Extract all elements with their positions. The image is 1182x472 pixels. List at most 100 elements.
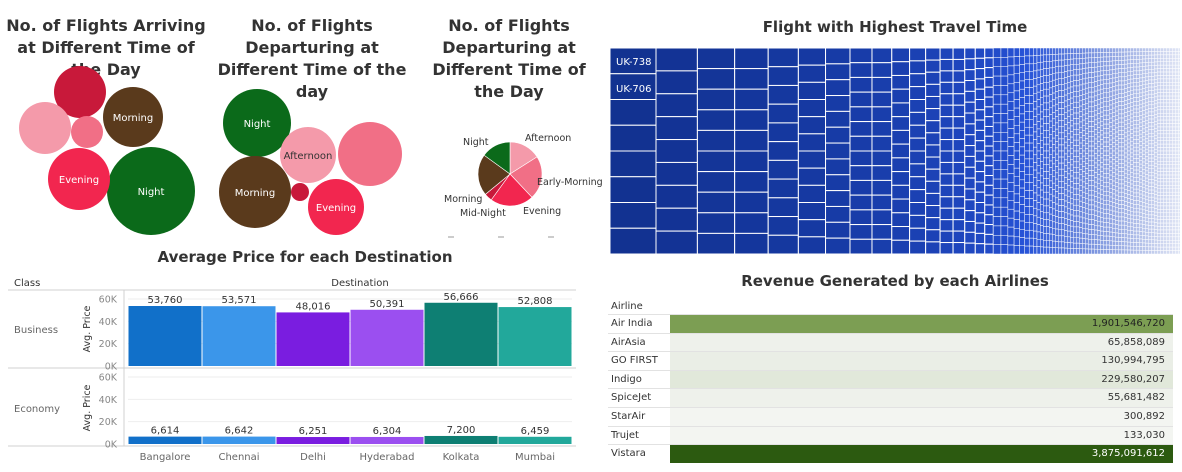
treemap-cell[interactable]: [1055, 228, 1059, 236]
treemap-cell[interactable]: [1166, 75, 1170, 80]
treemap-cell[interactable]: [1115, 89, 1119, 95]
treemap-cell[interactable]: [1145, 145, 1149, 150]
treemap-cell[interactable]: [891, 129, 911, 145]
treemap-cell[interactable]: [1067, 162, 1071, 169]
treemap-cell[interactable]: [1133, 97, 1137, 102]
treemap-cell[interactable]: [1139, 220, 1143, 225]
treemap-cell[interactable]: [1040, 76, 1044, 84]
treemap-cell[interactable]: [1073, 204, 1077, 211]
treemap-cell[interactable]: [1070, 81, 1074, 88]
treemap-cell[interactable]: [1112, 116, 1116, 122]
treemap-cell[interactable]: [1148, 101, 1152, 106]
treemap-cell[interactable]: [1139, 227, 1143, 232]
treemap-cell[interactable]: [1040, 54, 1044, 63]
treemap-cell[interactable]: [1163, 164, 1167, 169]
treemap-cell[interactable]: [1097, 211, 1101, 217]
treemap-cell[interactable]: [1166, 164, 1170, 169]
treemap-cell[interactable]: [1154, 159, 1158, 164]
treemap-cell[interactable]: [1172, 236, 1176, 241]
treemap-cell[interactable]: [1058, 108, 1062, 115]
treemap-cell[interactable]: [1097, 52, 1101, 58]
treemap-cell[interactable]: [1028, 48, 1034, 57]
treemap-cell[interactable]: [1145, 134, 1149, 139]
treemap-cell[interactable]: [1160, 54, 1164, 59]
treemap-cell[interactable]: [1070, 120, 1074, 127]
treemap-cell[interactable]: [1079, 132, 1083, 139]
treemap-cell[interactable]: [1163, 106, 1167, 111]
treemap-cell[interactable]: [1088, 57, 1092, 63]
treemap-cell[interactable]: [1151, 65, 1155, 70]
treemap-cell[interactable]: [1052, 144, 1056, 152]
treemap-cell[interactable]: [1163, 61, 1167, 66]
treemap-cell[interactable]: [1082, 73, 1086, 80]
treemap-cell[interactable]: [1100, 212, 1104, 218]
treemap-cell[interactable]: [1166, 174, 1170, 179]
treemap-cell[interactable]: [1085, 72, 1089, 79]
treemap-cell[interactable]: [1100, 189, 1104, 195]
treemap-cell[interactable]: [1024, 190, 1030, 199]
treemap-cell[interactable]: [1160, 133, 1164, 138]
treemap-cell[interactable]: [1142, 183, 1146, 189]
treemap-cell[interactable]: [1046, 157, 1050, 165]
treemap-cell[interactable]: [1130, 191, 1134, 196]
treemap-cell[interactable]: [1100, 185, 1104, 191]
treemap-cell[interactable]: [1082, 186, 1086, 193]
treemap-cell[interactable]: [1082, 228, 1086, 234]
treemap-cell[interactable]: [1085, 128, 1089, 134]
treemap-cell[interactable]: [1064, 59, 1068, 66]
treemap-cell[interactable]: [1136, 207, 1140, 213]
treemap-cell[interactable]: [1136, 48, 1140, 53]
treemap-cell[interactable]: [1166, 147, 1170, 152]
treemap-cell[interactable]: [1082, 52, 1086, 59]
treemap-cell[interactable]: [1079, 190, 1083, 197]
treemap-cell[interactable]: [1064, 88, 1068, 96]
treemap-cell[interactable]: [964, 210, 976, 222]
treemap-cell[interactable]: [1049, 187, 1053, 195]
treemap-cell[interactable]: [1166, 171, 1170, 176]
treemap-cell[interactable]: [1061, 108, 1065, 115]
treemap-cell[interactable]: [1148, 221, 1152, 226]
treemap-cell[interactable]: [1133, 158, 1137, 163]
treemap-cell[interactable]: [1079, 137, 1083, 144]
treemap-cell[interactable]: [1049, 127, 1053, 135]
treemap-cell[interactable]: [1142, 136, 1146, 141]
treemap-cell[interactable]: [1097, 127, 1101, 133]
treemap-cell[interactable]: [1036, 150, 1041, 159]
treemap-cell[interactable]: [1049, 200, 1053, 208]
treemap-cell[interactable]: [1166, 236, 1170, 241]
treemap-cell[interactable]: [891, 74, 911, 90]
treemap-cell[interactable]: [1046, 212, 1050, 220]
treemap-cell[interactable]: [1007, 155, 1015, 165]
treemap-cell[interactable]: [1154, 152, 1158, 157]
treemap-cell[interactable]: [1151, 90, 1155, 95]
treemap-cell[interactable]: [1166, 222, 1170, 227]
treemap-cell[interactable]: [1091, 199, 1095, 206]
treemap-cell[interactable]: [1061, 65, 1065, 73]
treemap-cell[interactable]: [1007, 83, 1015, 94]
treemap-cell[interactable]: [1142, 139, 1146, 144]
treemap-cell[interactable]: [1067, 213, 1071, 220]
treemap-cell[interactable]: [1106, 222, 1110, 228]
treemap-cell[interactable]: [1166, 243, 1170, 248]
treemap-cell[interactable]: [1130, 214, 1134, 220]
treemap-cell[interactable]: [1109, 244, 1113, 250]
treemap-cell[interactable]: [1130, 51, 1134, 57]
treemap-cell[interactable]: [1148, 196, 1152, 201]
treemap-cell[interactable]: [1024, 126, 1030, 136]
treemap-cell[interactable]: [1007, 65, 1015, 76]
treemap-cell[interactable]: [1121, 220, 1125, 226]
treemap-cell[interactable]: [1049, 207, 1053, 215]
treemap-cell[interactable]: [1172, 154, 1176, 159]
treemap-cell[interactable]: [1136, 169, 1140, 175]
treemap-cell[interactable]: [1148, 225, 1152, 230]
treemap-cell[interactable]: [1061, 235, 1065, 243]
treemap-cell[interactable]: [1154, 75, 1158, 80]
treemap-cell[interactable]: [696, 212, 736, 234]
treemap-cell[interactable]: [1142, 180, 1146, 185]
bubble-morning[interactable]: [219, 156, 291, 228]
treemap-cell[interactable]: [1094, 90, 1098, 97]
treemap-cell[interactable]: [797, 81, 827, 100]
treemap-cell[interactable]: [1139, 190, 1143, 195]
treemap-cell[interactable]: [1112, 159, 1116, 165]
treemap-cell[interactable]: [1061, 59, 1065, 67]
